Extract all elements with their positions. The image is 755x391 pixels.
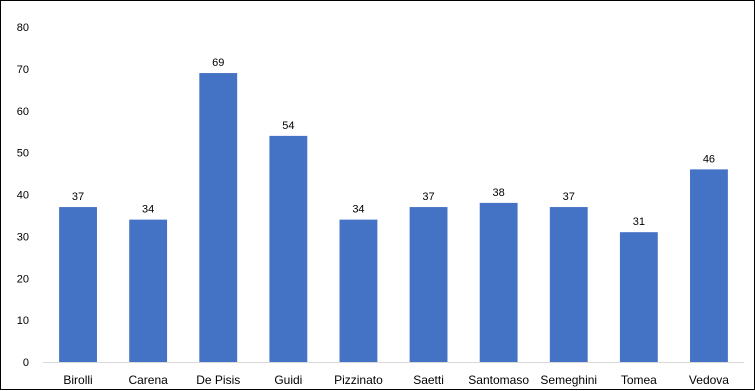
data-label: 46 [703,153,715,165]
bar [129,219,168,362]
y-tick-label: 0 [23,357,29,369]
bar [549,207,588,362]
bar [59,207,97,362]
x-tick-label: Carena [128,373,168,387]
y-tick-label: 50 [17,148,29,160]
data-label: 38 [493,187,505,199]
data-label: 37 [422,191,434,203]
bars-group [59,73,728,362]
x-axis: Birolli Carena De Pisis Guidi Pizzinato Saett… [43,362,744,387]
data-label: 34 [352,204,364,216]
x-tick-label: Guidi [274,373,302,387]
bar [199,73,238,362]
y-tick-label: 80 [17,22,29,34]
y-tick-label: 60 [17,106,29,118]
x-tick-label: Vedova [689,373,729,387]
x-tick-label: De Pisis [196,373,240,387]
x-tick-label: Santomaso [468,373,529,387]
data-label: 34 [142,204,154,216]
y-tick-label: 40 [17,190,29,202]
y-tick-label: 30 [17,231,29,243]
bar [339,219,378,362]
bar [619,232,658,362]
y-tick-label: 10 [17,315,29,327]
x-tick-label: Semeghini [540,373,597,387]
bar [479,202,518,362]
data-label: 31 [633,216,645,228]
x-tick-label: Pizzinato [334,373,383,387]
bar [409,207,448,362]
x-tick-label: Tomea [621,373,657,387]
data-label: 37 [72,191,84,203]
bar [690,169,728,362]
data-labels-group: 37 34 69 54 34 37 38 37 31 46 [72,57,715,228]
data-label: 54 [282,120,294,132]
y-tick-label: 70 [17,64,29,76]
data-label: 69 [212,57,224,69]
data-label: 37 [563,191,575,203]
x-tick-label: Birolli [63,373,92,387]
bar [269,135,308,362]
y-tick-label: 20 [17,273,29,285]
y-axis: 0 10 20 30 40 50 60 70 80 [17,22,29,369]
x-tick-label: Saetti [413,373,444,387]
